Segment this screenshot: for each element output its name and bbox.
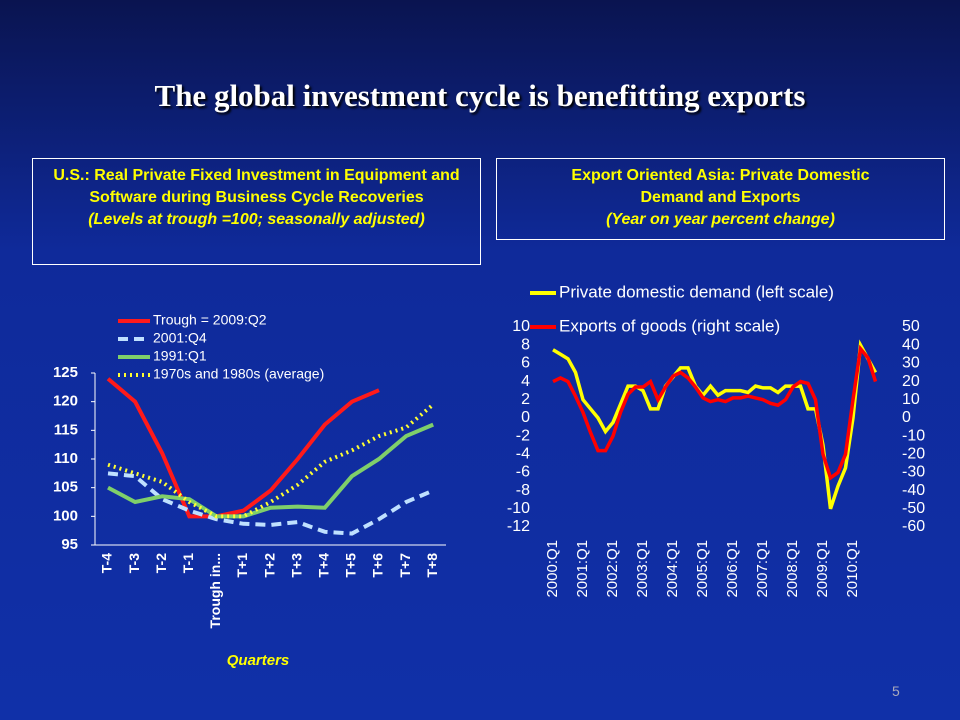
chart-title: U.S.: Real Private Fixed Investment in E… (53, 167, 460, 206)
x-tick-label: 2001:Q1 (574, 540, 591, 598)
series-line (107, 403, 435, 519)
y-tick-label: -10 (507, 500, 530, 517)
legend-label: 2001:Q4 (153, 330, 207, 346)
y-tick-label: 2 (521, 391, 530, 408)
y2-tick-label: 0 (902, 409, 911, 426)
x-tick-label: 2003:Q1 (634, 540, 651, 598)
x-tick-label: T+5 (343, 553, 359, 578)
chart-title-box: Export Oriented Asia: Private Domestic D… (496, 158, 945, 240)
y-tick-label: -2 (516, 427, 530, 444)
y-tick-label: -4 (516, 445, 530, 462)
legend-label: 1970s and 1980s (average) (153, 366, 324, 382)
chart-title: Export Oriented Asia: Private Domestic D… (571, 167, 870, 206)
y-tick-label: 95 (61, 536, 78, 553)
x-tick-label: T-3 (126, 553, 142, 573)
y-tick-label: 4 (521, 373, 530, 390)
y2-tick-label: 40 (902, 336, 920, 353)
y2-tick-label: -10 (902, 427, 925, 444)
x-tick-label: T+4 (316, 553, 332, 578)
y-tick-label: 120 (53, 393, 78, 410)
y2-tick-label: 20 (902, 373, 920, 390)
x-tick-label: T+8 (424, 553, 440, 578)
x-tick-label: T-2 (153, 553, 169, 573)
chart-title-box: U.S.: Real Private Fixed Investment in E… (32, 158, 481, 265)
y-tick-label: 115 (54, 421, 78, 438)
y-tick-label: 6 (521, 355, 530, 372)
y2-tick-label: 30 (902, 355, 920, 372)
y-tick-label: -8 (516, 482, 530, 499)
x-tick-label: 2009:Q1 (814, 540, 831, 598)
x-tick-label: 2006:Q1 (724, 540, 741, 598)
x-tick-label: T+1 (234, 553, 250, 578)
y-tick-label: 100 (53, 507, 78, 524)
x-tick-label: 2007:Q1 (754, 540, 771, 598)
y-tick-label: 110 (54, 450, 78, 467)
y2-tick-label: 10 (902, 391, 920, 408)
y-tick-label: 125 (53, 364, 78, 381)
y2-tick-label: -30 (902, 464, 925, 481)
x-tick-label: T+3 (288, 553, 304, 578)
chart-subtitle: (Levels at trough =100; seasonally adjus… (88, 211, 425, 228)
y-tick-label: -12 (507, 518, 530, 535)
x-tick-label: 2002:Q1 (604, 540, 621, 598)
y2-tick-label: 50 (902, 318, 920, 335)
series-line (107, 471, 434, 536)
y2-tick-label: -40 (902, 482, 925, 499)
x-tick-label: 2004:Q1 (664, 540, 681, 598)
page-number: 5 (892, 683, 900, 699)
y-tick-label: 8 (521, 336, 530, 353)
legend-label: Exports of goods (right scale) (559, 316, 780, 335)
y-tick-label: 105 (53, 479, 78, 496)
y-tick-label: 10 (512, 318, 530, 335)
y-tick-label: 0 (521, 409, 530, 426)
x-tick-label: T+6 (370, 553, 386, 578)
legend-label: Trough = 2009:Q2 (153, 312, 267, 328)
series-line (552, 344, 878, 481)
x-tick-label: T-4 (99, 553, 115, 573)
x-tick-label: 2005:Q1 (694, 540, 711, 598)
x-tick-label: Trough in... (207, 553, 223, 628)
x-axis-label: Quarters (227, 652, 290, 669)
y2-tick-label: -60 (902, 518, 925, 535)
x-tick-label: 2000:Q1 (544, 540, 561, 598)
series-line (107, 422, 434, 519)
y2-tick-label: -50 (902, 500, 925, 517)
series-line (552, 339, 878, 510)
legend-label: Private domestic demand (left scale) (559, 282, 834, 301)
x-tick-label: T+2 (261, 553, 277, 578)
y2-tick-label: -20 (902, 445, 925, 462)
y-tick-label: -6 (516, 464, 530, 481)
chart-subtitle: (Year on year percent change) (606, 211, 835, 228)
x-tick-label: 2008:Q1 (784, 540, 801, 598)
x-tick-label: 2010:Q1 (844, 540, 861, 598)
legend-label: 1991:Q1 (153, 348, 207, 364)
x-tick-label: T+7 (397, 553, 413, 578)
slide-title: The global investment cycle is benefitti… (154, 78, 806, 113)
x-tick-label: T-1 (180, 553, 196, 573)
series-line (106, 377, 380, 519)
